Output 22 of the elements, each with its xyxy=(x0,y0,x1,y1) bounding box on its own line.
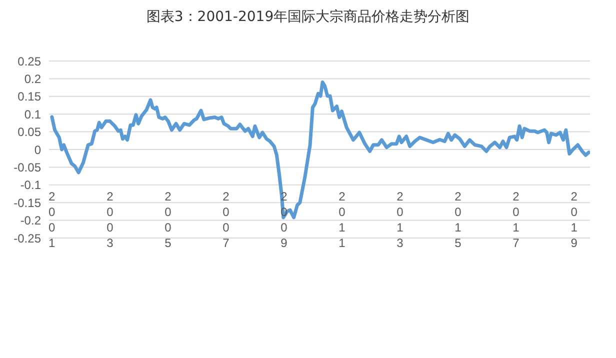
x-tick-label: 2 0 0 3 xyxy=(106,190,114,250)
x-tick-label: 2 0 1 9 xyxy=(570,190,578,250)
y-tick-label: 0.15 xyxy=(18,90,42,104)
y-tick-label: -0.25 xyxy=(14,231,42,246)
x-tick-label: 2 0 1 1 xyxy=(338,190,346,250)
x-tick-label: 2 0 0 1 xyxy=(48,190,56,250)
x-tick-label: 2 0 0 5 xyxy=(164,190,172,250)
y-tick-label: -0.1 xyxy=(20,178,42,192)
y-tick-label: -0.05 xyxy=(14,160,42,174)
line-series xyxy=(50,80,590,220)
y-tick-label: 0 xyxy=(34,142,42,157)
x-tick-label: 2 0 1 5 xyxy=(454,190,462,250)
y-tick-label: -0.2 xyxy=(20,214,42,228)
y-tick-label: 0.1 xyxy=(24,107,42,122)
x-tick-label: 2 0 0 7 xyxy=(222,190,230,250)
y-tick-label: 0.2 xyxy=(24,72,42,86)
chart-title: 图表3：2001-2019年国际大宗商品价格走势分析图 xyxy=(145,8,471,26)
y-tick-label: -0.15 xyxy=(14,196,42,210)
y-tick-label: 0.05 xyxy=(18,125,42,140)
x-tick-label: 2 0 1 3 xyxy=(396,190,404,250)
y-tick-label: 0.25 xyxy=(18,54,42,68)
x-tick-label: 2 0 1 7 xyxy=(512,190,520,250)
